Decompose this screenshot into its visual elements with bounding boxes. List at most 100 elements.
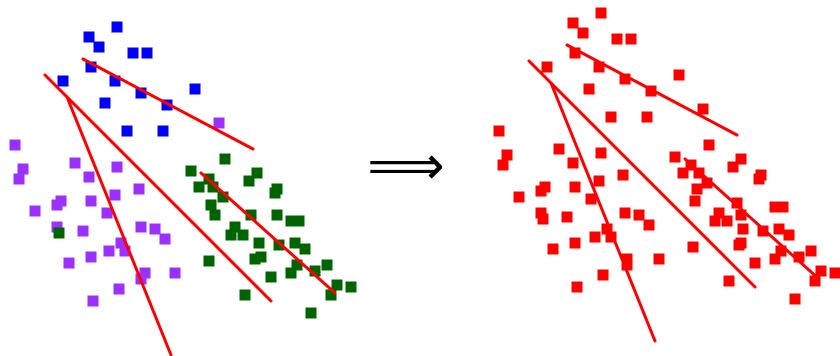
right-point-red	[643, 219, 655, 231]
right-point-red	[703, 139, 715, 151]
right-point-red	[677, 167, 689, 179]
right-point-red	[809, 275, 821, 287]
left-separator-line-2	[43, 73, 273, 303]
right-panel	[493, 7, 840, 343]
right-point-red	[513, 191, 525, 203]
right-point-red	[585, 193, 597, 205]
left-point-blue	[121, 125, 133, 137]
right-point-red	[497, 159, 509, 171]
right-point-red	[617, 169, 629, 181]
left-point-green	[237, 229, 249, 241]
left-point-green	[225, 229, 237, 241]
left-point-green	[285, 267, 297, 279]
right-point-red	[501, 149, 513, 161]
left-separator-line-1	[81, 57, 255, 151]
left-cluster-blue	[57, 21, 201, 137]
left-point-purple	[169, 267, 181, 279]
left-point-green	[251, 167, 263, 179]
left-point-green	[309, 265, 321, 277]
right-point-red	[673, 69, 685, 81]
left-point-green	[209, 209, 221, 221]
right-point-red	[749, 257, 761, 269]
right-point-red	[569, 47, 581, 59]
right-point-red	[593, 61, 605, 73]
left-point-green	[205, 199, 217, 211]
right-point-red	[815, 265, 827, 277]
right-point-red	[697, 103, 709, 115]
right-point-red	[737, 223, 749, 235]
right-point-red	[735, 153, 747, 165]
right-point-red	[611, 33, 623, 45]
right-point-red	[601, 223, 613, 235]
left-point-blue	[85, 61, 97, 73]
right-point-red	[621, 259, 633, 271]
left-point-purple	[13, 173, 25, 185]
right-point-red	[493, 125, 505, 137]
right-cluster-red	[493, 7, 840, 305]
left-panel	[9, 21, 357, 356]
right-point-red	[727, 161, 739, 173]
left-point-green	[185, 165, 197, 177]
right-point-red	[535, 207, 547, 219]
right-point-red	[653, 253, 665, 265]
implies-arrow-glyph: ⟹	[367, 134, 444, 197]
left-point-purple	[17, 163, 29, 175]
right-point-red	[597, 269, 609, 281]
left-point-purple	[9, 139, 21, 151]
left-point-blue	[57, 75, 69, 87]
left-point-green	[331, 279, 343, 291]
left-point-purple	[29, 205, 41, 217]
right-point-red	[621, 253, 633, 265]
right-point-red	[689, 195, 701, 207]
right-point-red	[619, 73, 631, 85]
left-point-green	[203, 255, 215, 267]
right-separator-line-1	[565, 43, 739, 137]
right-point-red	[625, 33, 637, 45]
right-point-red	[571, 281, 583, 293]
right-separator-line-4	[683, 157, 821, 281]
left-point-purple	[101, 207, 113, 219]
left-point-green	[253, 237, 265, 249]
right-point-red	[793, 251, 805, 263]
left-separator-line-4	[199, 171, 337, 295]
left-point-green	[325, 289, 337, 301]
left-point-green	[291, 259, 303, 271]
right-point-red	[589, 231, 601, 243]
right-point-red	[723, 275, 735, 287]
right-point-red	[769, 253, 781, 265]
left-point-green	[219, 153, 231, 165]
left-separator-line-3	[65, 95, 173, 356]
left-point-green	[345, 281, 357, 293]
left-point-blue	[93, 41, 105, 53]
right-point-red	[541, 61, 553, 73]
left-point-purple	[139, 267, 151, 279]
right-point-red	[775, 245, 787, 257]
right-point-red	[561, 211, 573, 223]
right-point-red	[713, 207, 725, 219]
left-point-green	[273, 239, 285, 251]
left-point-purple	[69, 157, 81, 169]
right-point-red	[641, 111, 653, 123]
right-separator-line-2	[527, 59, 757, 289]
left-point-purple	[113, 283, 125, 295]
left-point-blue	[157, 125, 169, 137]
left-point-green	[207, 181, 219, 193]
right-point-red	[633, 209, 645, 221]
left-point-blue	[141, 47, 153, 59]
right-point-red	[569, 237, 581, 249]
right-point-red	[789, 293, 801, 305]
right-point-red	[547, 243, 559, 255]
left-point-green	[265, 271, 277, 283]
right-point-red	[577, 27, 589, 39]
left-point-purple	[115, 237, 127, 249]
left-point-purple	[85, 195, 97, 207]
right-point-red	[773, 223, 785, 235]
left-point-purple	[51, 221, 63, 233]
left-point-green	[271, 209, 283, 221]
right-point-red	[721, 215, 733, 227]
left-point-green	[229, 221, 241, 233]
right-point-red	[687, 241, 699, 253]
right-point-red	[777, 201, 789, 213]
left-point-blue	[127, 47, 139, 59]
